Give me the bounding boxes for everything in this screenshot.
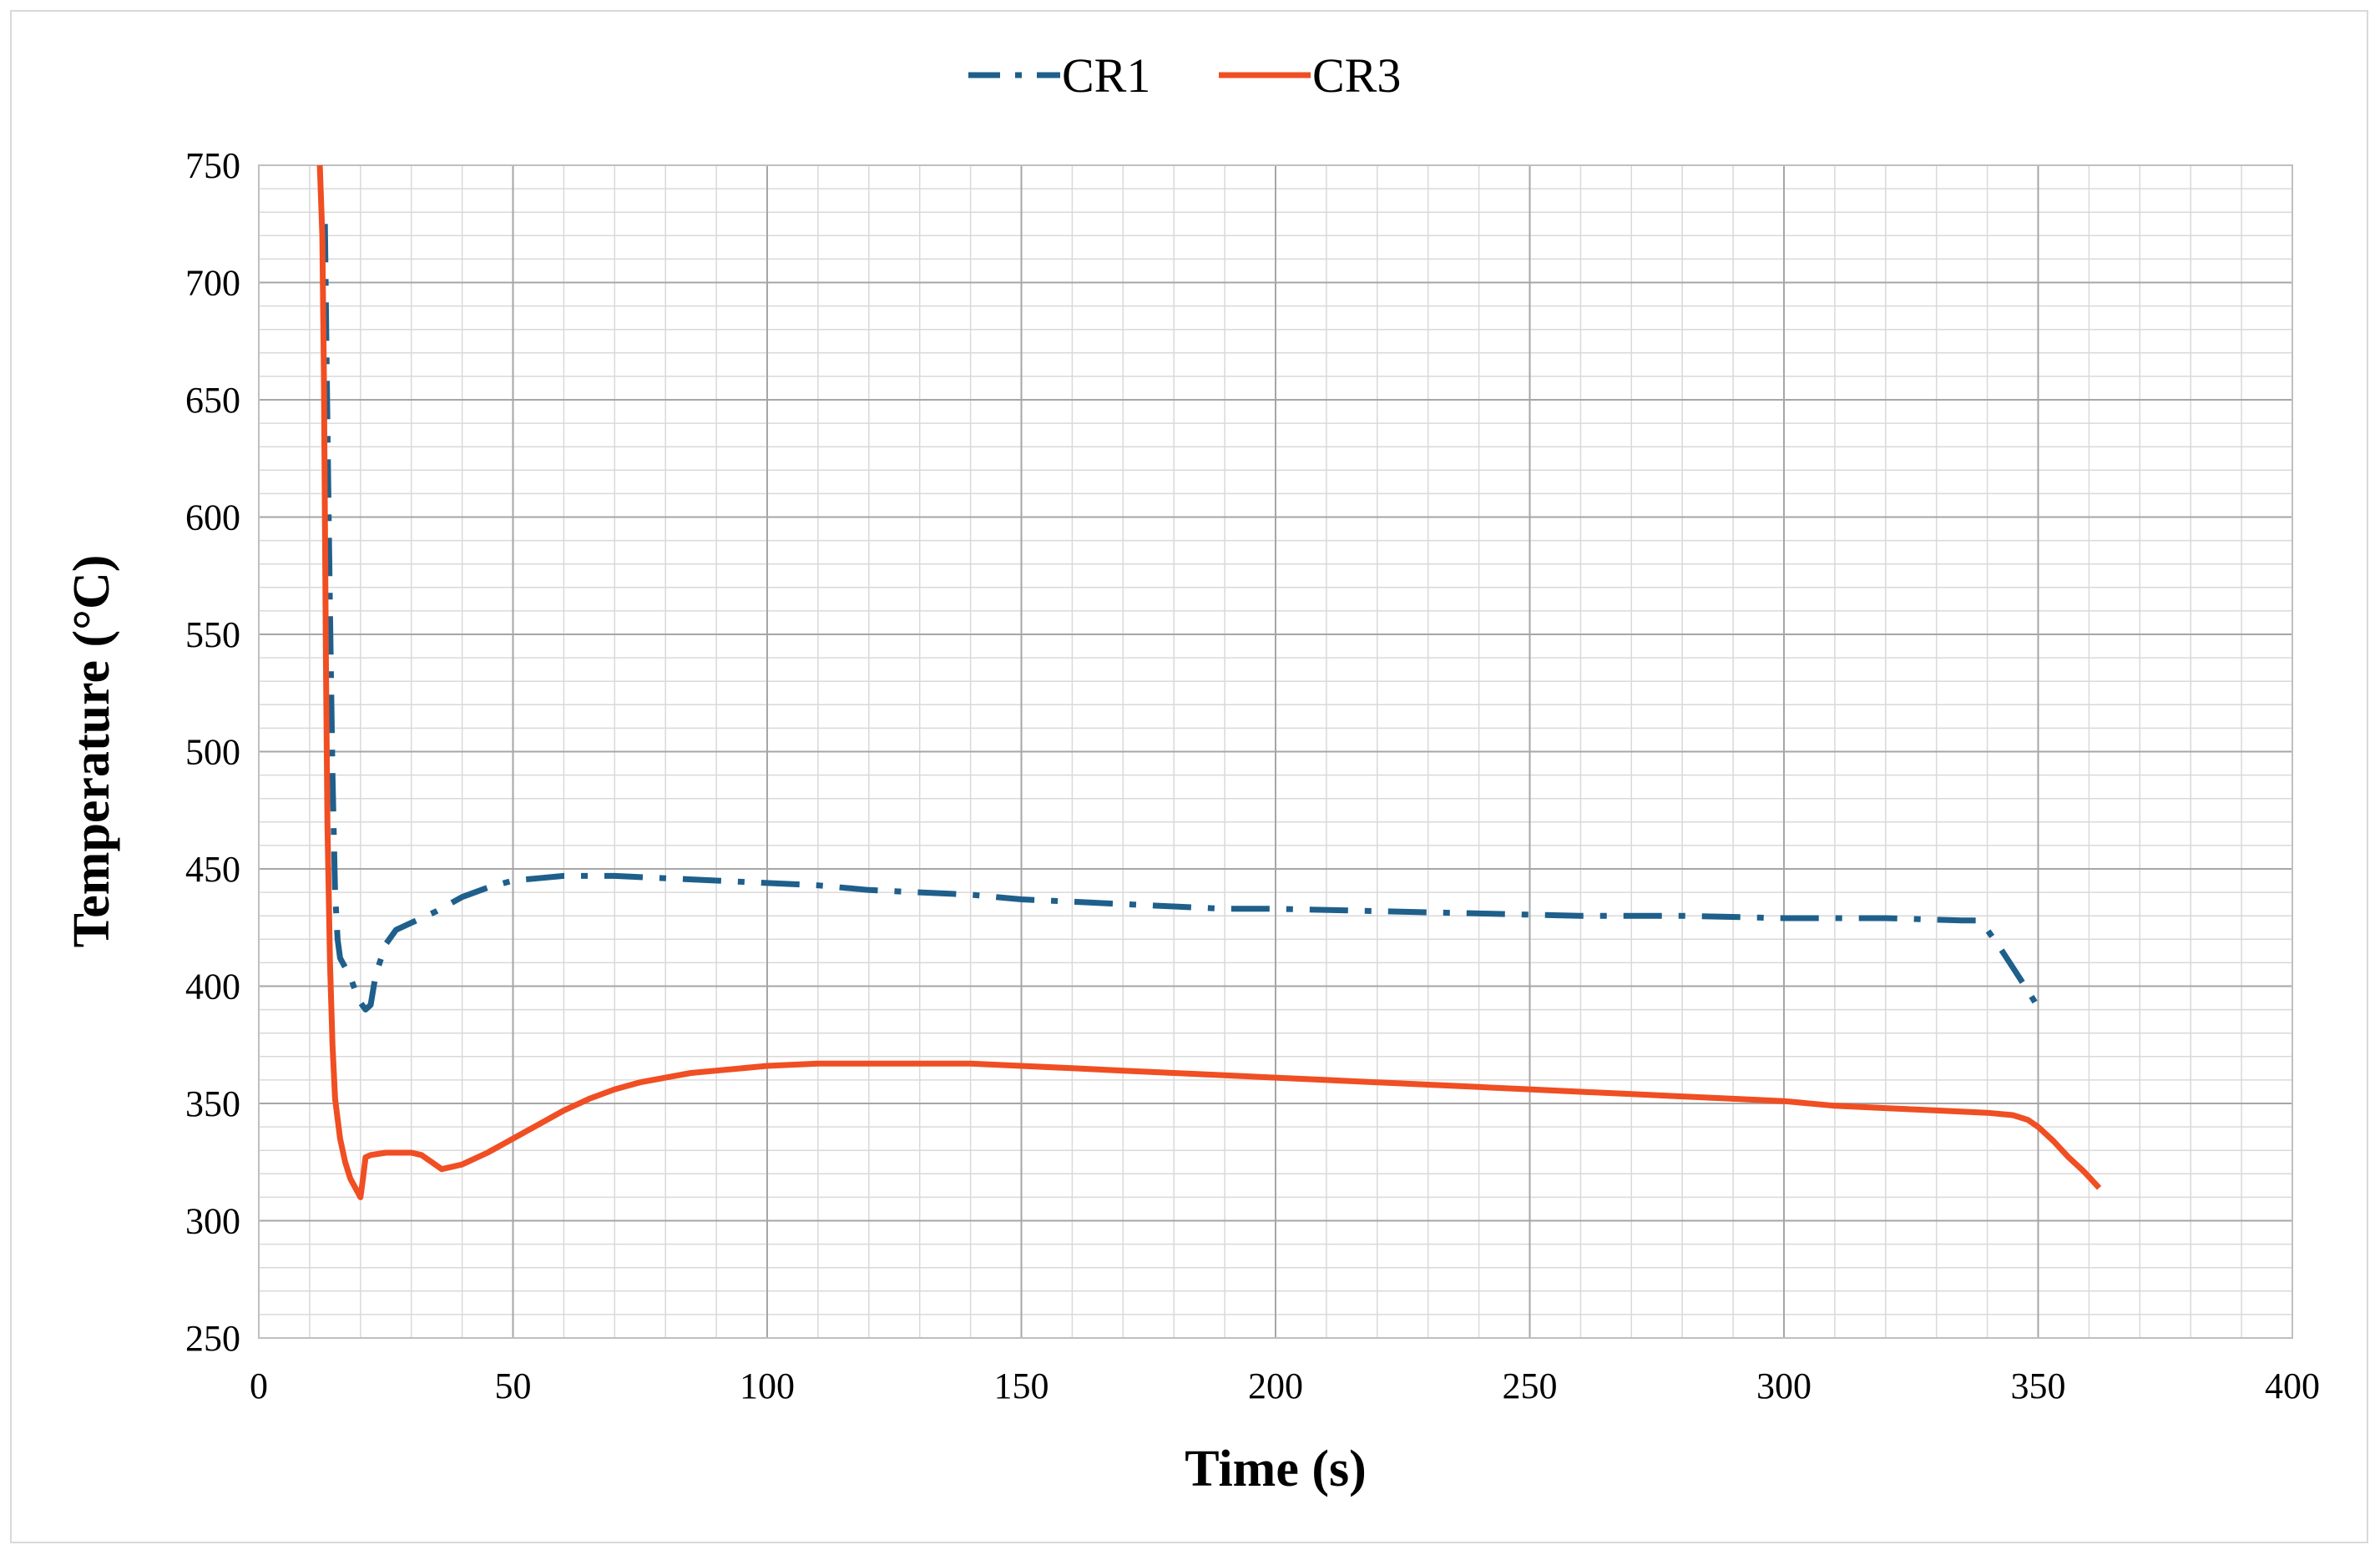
x-tick-label: 200 xyxy=(1248,1366,1303,1406)
y-tick-label: 750 xyxy=(185,145,240,186)
y-tick-label: 500 xyxy=(185,732,240,773)
x-tick-label: 150 xyxy=(994,1366,1049,1406)
x-axis-title: Time (s) xyxy=(1185,1441,1367,1497)
y-axis-ticks: 250 300 350 400 450 500 550 600 650 700 750 xyxy=(185,145,240,1359)
series-line-cr1 xyxy=(321,224,2041,1013)
x-tick-label: 400 xyxy=(2265,1366,2320,1406)
x-tick-label: 300 xyxy=(1756,1366,1812,1406)
x-tick-label: 350 xyxy=(2011,1366,2066,1406)
y-tick-label: 650 xyxy=(185,380,240,421)
x-tick-label: 50 xyxy=(495,1366,532,1406)
y-tick-label: 350 xyxy=(185,1083,240,1124)
y-tick-label: 450 xyxy=(185,849,240,890)
series-layer xyxy=(316,164,2102,1200)
x-tick-label: 0 xyxy=(250,1366,268,1406)
y-tick-label: 700 xyxy=(185,263,240,304)
series-line-cr3 xyxy=(316,164,2102,1200)
y-tick-label: 400 xyxy=(185,967,240,1007)
plot-area-border xyxy=(258,164,2293,1339)
x-tick-label: 100 xyxy=(740,1366,795,1406)
legend: CR1 CR3 xyxy=(968,48,1401,103)
y-tick-label: 550 xyxy=(185,614,240,655)
y-tick-label: 600 xyxy=(185,497,240,538)
y-tick-label: 300 xyxy=(185,1201,240,1242)
x-tick-label: 250 xyxy=(1503,1366,1558,1406)
legend-label-cr3: CR3 xyxy=(1312,48,1401,103)
y-tick-label: 250 xyxy=(185,1318,240,1359)
y-axis-title: Temperature (°C) xyxy=(63,555,120,948)
x-axis-ticks: 0 50 100 150 200 250 300 350 400 xyxy=(250,1366,2320,1406)
legend-label-cr1: CR1 xyxy=(1062,48,1150,103)
